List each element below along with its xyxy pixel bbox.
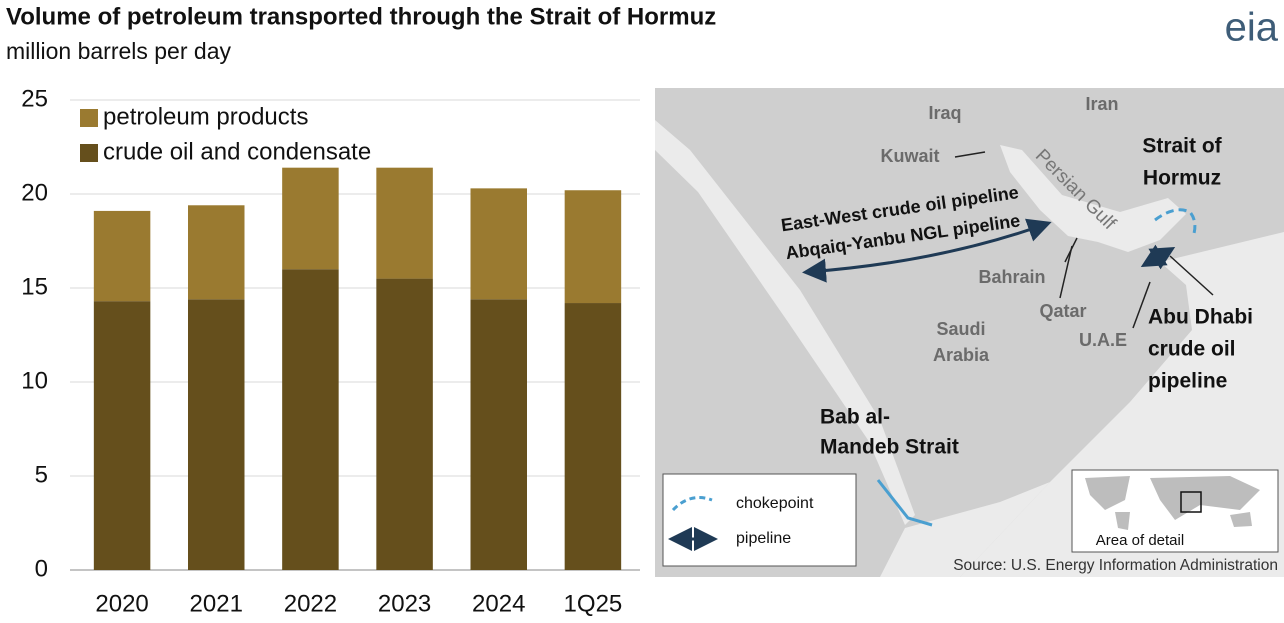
source: Source: U.S. Energy Information Administ… <box>953 557 1278 574</box>
legend-label: pipeline <box>736 530 791 547</box>
bar-segment <box>188 205 245 300</box>
y-tick-label: 5 <box>35 461 48 488</box>
y-tick-label: 20 <box>21 179 48 206</box>
x-tick-label: 2021 <box>190 590 243 617</box>
x-tick-label: 2020 <box>95 590 148 617</box>
x-tick-label: 2023 <box>378 590 431 617</box>
map-label: Qatar <box>1039 301 1086 321</box>
bar-segment <box>93 301 151 570</box>
persian-gulf <box>1000 145 1186 252</box>
bar-segment <box>376 167 433 279</box>
x-tick-label: 2024 <box>472 590 525 617</box>
bar-segment <box>470 299 527 570</box>
bar-segment <box>93 210 151 302</box>
map-label: Kuwait <box>880 146 939 166</box>
map: Iraq Iran Kuwait Persian Gulf Strait of … <box>655 88 1284 577</box>
gulf-of-aden <box>880 482 1050 577</box>
bar-segment <box>282 167 339 270</box>
legend-swatch <box>80 144 98 162</box>
map-label: U.A.E <box>1079 330 1127 350</box>
legend-label: chokepoint <box>736 495 814 512</box>
inset-detail-box <box>1180 491 1202 513</box>
map-label: Abu Dhabi <box>1148 306 1253 329</box>
bar-segment <box>564 303 622 570</box>
y-tick-label: 15 <box>21 273 48 300</box>
leader-lines <box>954 151 1214 329</box>
bar-segment <box>376 278 433 570</box>
map-label: Mandeb Strait <box>820 436 959 459</box>
map-label: crude oil <box>1148 338 1236 361</box>
map-label: Strait of <box>1142 135 1222 158</box>
legend-label: petroleum products <box>103 103 308 130</box>
y-tick-label: 25 <box>21 85 48 112</box>
map-label: pipeline <box>1148 370 1227 393</box>
abu-dhabi-pipeline <box>1140 244 1176 270</box>
y-tick-label: 10 <box>21 367 48 394</box>
map-legend <box>662 473 857 567</box>
inset-land <box>1085 476 1260 530</box>
map-label: Iraq <box>928 103 961 123</box>
legend-chokepoint-symbol <box>671 496 713 512</box>
east-west-pipeline <box>802 218 1052 283</box>
legend-swatch <box>80 109 98 127</box>
mandeb-chokepoint <box>876 479 933 527</box>
map-label: Bahrain <box>978 267 1045 287</box>
bar-segment <box>188 299 245 570</box>
legend-label: crude oil and condensate <box>103 138 371 165</box>
bar-segment <box>470 188 527 300</box>
bar-segment <box>564 190 622 304</box>
map-label: Bab al- <box>820 406 890 429</box>
chart-subtitle: million barrels per day <box>6 38 231 64</box>
map-label: Arabia <box>933 345 990 365</box>
x-tick-label: 2022 <box>284 590 337 617</box>
x-tick-label: 1Q25 <box>564 590 623 617</box>
inset-label: Area of detail <box>1096 532 1184 549</box>
hormuz-chokepoint <box>1154 208 1197 238</box>
logo: eia <box>1225 6 1279 50</box>
bar-segment <box>282 269 339 570</box>
map-label: Hormuz <box>1143 167 1221 190</box>
map-label: Iran <box>1085 94 1118 114</box>
red-sea <box>655 120 915 525</box>
y-tick-label: 0 <box>35 555 48 582</box>
chart-title: Volume of petroleum transported through … <box>6 3 716 30</box>
map-label: Saudi <box>936 319 985 339</box>
